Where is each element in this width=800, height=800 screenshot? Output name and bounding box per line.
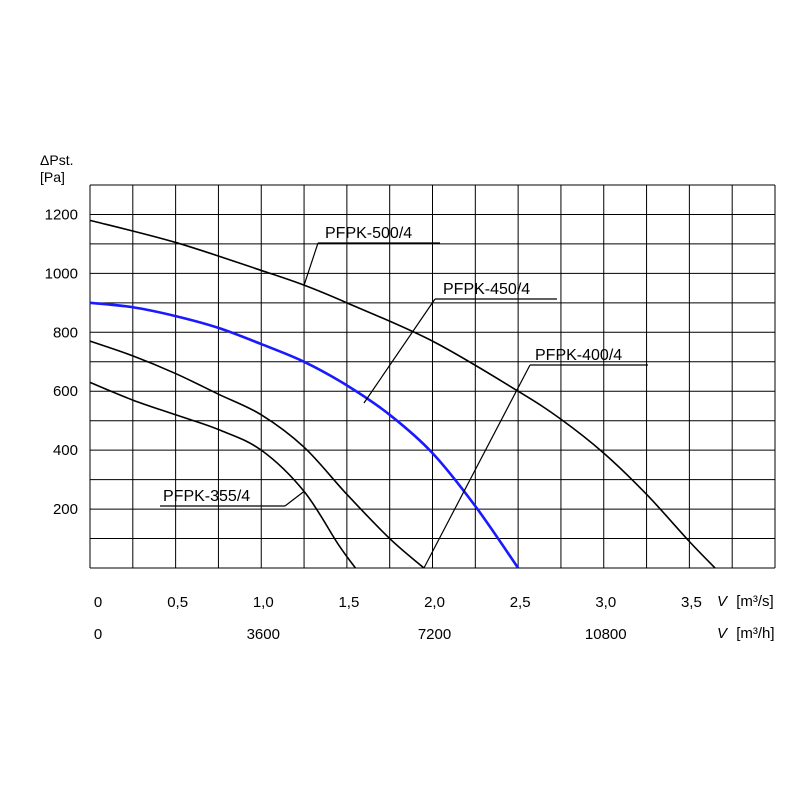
callout-leader [363, 298, 436, 404]
curve-pfpk-450-4 [89, 301, 520, 569]
callout-leaders [160, 242, 648, 569]
callout-leader [423, 364, 531, 569]
x2-tick-label: 10800 [585, 626, 627, 643]
x-axis-secondary-label: V [m³/h] [717, 625, 775, 642]
y-tick-label: 400 [53, 442, 78, 459]
x-axis-primary-unit: [m³/s] [736, 593, 774, 610]
x-tick-label: 3,0 [595, 594, 616, 611]
callout-leader [303, 242, 319, 286]
x-axis-secondary-unit: [m³/h] [736, 625, 774, 642]
performance-curves [89, 219, 716, 569]
x-tick-label: 0,5 [167, 594, 188, 611]
x-tick-label: 2,0 [424, 594, 445, 611]
callout-label: PFPK-450/4 [443, 281, 530, 298]
x-tick-labels-secondary: 0 3600 7200 10800 [94, 626, 627, 643]
x2-tick-label: 7200 [418, 626, 451, 643]
y-axis-unit: [Pa] [40, 169, 65, 185]
y-tick-label: 1000 [45, 265, 78, 282]
curve-pfpk-400-4 [89, 340, 425, 569]
y-tick-label: 800 [53, 324, 78, 341]
x-axis-secondary-symbol: V [717, 625, 729, 642]
y-axis-title: ΔPst. [40, 152, 73, 168]
grid [89, 184, 776, 569]
x2-tick-label: 3600 [247, 626, 280, 643]
y-tick-label: 1200 [45, 206, 78, 223]
series-callouts: PFPK-500/4 PFPK-450/4 PFPK-400/4 PFPK-355/4 [163, 225, 622, 505]
callout-label: PFPK-355/4 [163, 488, 250, 505]
x-tick-label: 0 [94, 594, 102, 611]
x-tick-label: 3,5 [681, 594, 702, 611]
x-tick-label: 2,5 [510, 594, 531, 611]
y-tick-label: 200 [53, 501, 78, 518]
callout-leader [284, 490, 305, 507]
curve-pfpk-500-4 [89, 219, 716, 569]
y-tick-label: 600 [53, 383, 78, 400]
x2-tick-label: 0 [94, 626, 102, 643]
y-axis-symbol: ΔPst. [40, 152, 73, 168]
callout-label: PFPK-400/4 [535, 347, 622, 364]
callout-label: PFPK-500/4 [325, 225, 412, 242]
x-tick-label: 1,5 [338, 594, 359, 611]
x-tick-label: 1,0 [253, 594, 274, 611]
curve-pfpk-355-4 [89, 381, 357, 569]
x-axis-primary-symbol: V [717, 593, 729, 610]
x-axis-primary-label: V [m³/s] [717, 593, 774, 610]
x-tick-labels-primary: 0 0,5 1,0 1,5 2,0 2,5 3,0 3,5 [94, 594, 702, 611]
y-tick-labels: 200 400 600 800 1000 1200 [45, 206, 78, 518]
